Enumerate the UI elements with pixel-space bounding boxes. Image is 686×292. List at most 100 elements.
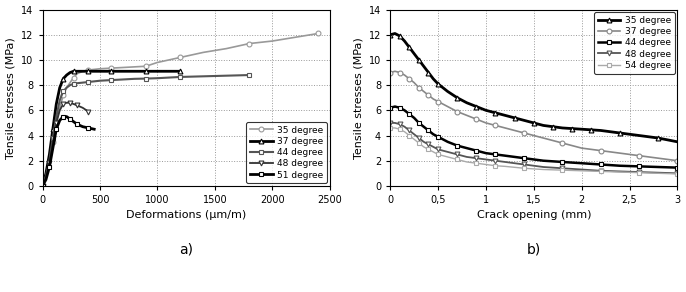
44 degree xyxy=(443,140,451,144)
54 degree xyxy=(396,128,404,131)
35 degree xyxy=(462,101,471,105)
35 degree xyxy=(472,105,480,108)
48 degree xyxy=(558,166,567,170)
44 degree xyxy=(482,151,490,155)
54 degree xyxy=(472,161,480,165)
44 degree xyxy=(96,79,104,82)
48 degree xyxy=(405,129,414,132)
44 degree xyxy=(90,80,98,83)
35 degree xyxy=(176,56,185,59)
35 degree xyxy=(73,72,81,76)
44 degree xyxy=(558,160,567,164)
44 degree xyxy=(429,133,438,136)
54 degree xyxy=(539,168,547,171)
51 degree xyxy=(52,128,60,131)
48 degree xyxy=(38,184,47,188)
48 degree xyxy=(391,121,399,125)
51 degree xyxy=(66,117,74,121)
35 degree xyxy=(482,109,490,112)
44 degree xyxy=(49,136,57,140)
Line: 37 degree: 37 degree xyxy=(40,69,182,188)
Line: 48 degree: 48 degree xyxy=(40,100,91,188)
37 degree xyxy=(453,110,461,113)
48 degree xyxy=(62,101,71,105)
54 degree xyxy=(401,130,409,133)
51 degree xyxy=(45,165,54,169)
35 degree xyxy=(38,184,47,188)
44 degree xyxy=(165,76,173,79)
51 degree xyxy=(79,125,87,128)
48 degree xyxy=(49,140,57,144)
Line: 44 degree: 44 degree xyxy=(388,104,680,170)
35 degree xyxy=(558,126,567,130)
44 degree xyxy=(119,78,127,81)
35 degree xyxy=(291,36,299,39)
35 degree xyxy=(587,128,595,132)
48 degree xyxy=(410,133,418,136)
44 degree xyxy=(222,74,230,77)
37 degree xyxy=(482,121,490,125)
37 degree xyxy=(443,105,451,108)
44 degree xyxy=(62,86,71,89)
48 degree xyxy=(45,161,54,165)
35 degree xyxy=(549,125,557,128)
44 degree xyxy=(56,98,64,102)
54 degree xyxy=(405,134,414,137)
37 degree xyxy=(429,97,438,101)
51 degree xyxy=(56,119,64,122)
44 degree xyxy=(38,184,47,188)
44 degree xyxy=(410,116,418,120)
37 degree xyxy=(107,69,115,73)
54 degree xyxy=(443,155,451,159)
44 degree xyxy=(59,90,67,93)
Y-axis label: Tensile stresses (MPa): Tensile stresses (MPa) xyxy=(353,37,363,159)
44 degree xyxy=(420,125,428,128)
48 degree xyxy=(443,150,451,154)
44 degree xyxy=(673,166,681,169)
35 degree xyxy=(391,32,399,35)
37 degree xyxy=(153,69,161,73)
44 degree xyxy=(425,129,433,132)
Line: 35 degree: 35 degree xyxy=(388,31,680,144)
35 degree xyxy=(616,131,624,135)
35 degree xyxy=(578,128,586,131)
35 degree xyxy=(62,86,71,89)
35 degree xyxy=(429,77,438,81)
48 degree xyxy=(482,158,490,161)
48 degree xyxy=(42,175,50,179)
54 degree xyxy=(391,126,399,130)
48 degree xyxy=(401,125,409,128)
35 degree xyxy=(165,58,173,62)
37 degree xyxy=(165,69,173,73)
54 degree xyxy=(434,153,442,156)
48 degree xyxy=(66,101,74,105)
35 degree xyxy=(52,121,60,125)
54 degree xyxy=(520,166,528,170)
37 degree xyxy=(56,86,64,89)
44 degree xyxy=(453,144,461,147)
48 degree xyxy=(597,169,605,173)
35 degree xyxy=(90,68,98,71)
35 degree xyxy=(635,134,643,137)
Text: b): b) xyxy=(527,242,541,256)
48 degree xyxy=(386,121,394,125)
37 degree xyxy=(386,71,394,74)
37 degree xyxy=(79,69,87,73)
37 degree xyxy=(130,69,139,73)
37 degree xyxy=(96,69,104,73)
35 degree xyxy=(79,69,87,73)
48 degree xyxy=(59,102,67,106)
48 degree xyxy=(434,148,442,151)
54 degree xyxy=(429,150,438,154)
44 degree xyxy=(386,106,394,110)
37 degree xyxy=(84,69,93,73)
51 degree xyxy=(69,120,78,124)
54 degree xyxy=(410,138,418,141)
35 degree xyxy=(314,32,322,35)
48 degree xyxy=(425,142,433,146)
37 degree xyxy=(462,114,471,117)
54 degree xyxy=(673,172,681,176)
35 degree xyxy=(425,71,433,74)
35 degree xyxy=(107,66,115,70)
37 degree xyxy=(405,77,414,81)
